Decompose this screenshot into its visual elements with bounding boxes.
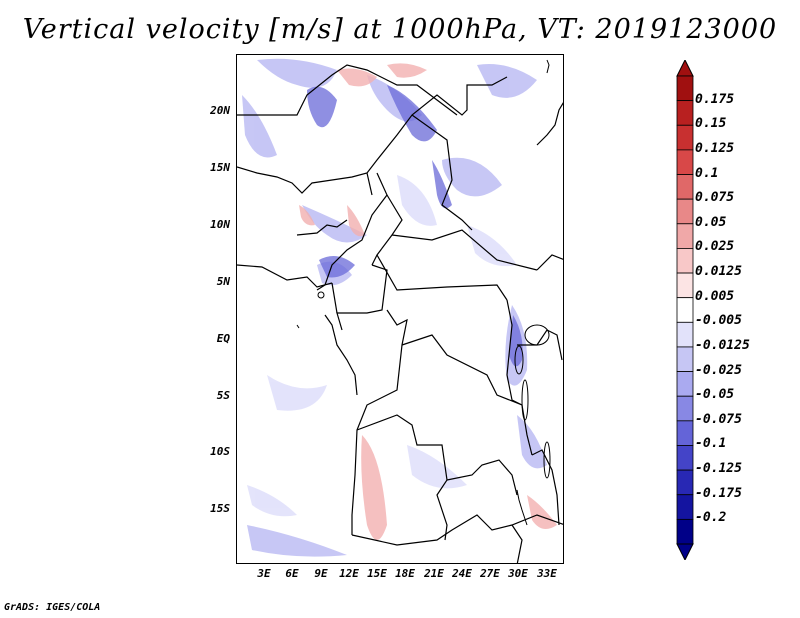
lon-label-6e: 6E (285, 567, 299, 580)
colorbar-swatch (676, 395, 694, 422)
colorbar-swatch (676, 420, 694, 446)
grads-credit: GrADS: IGES/COLA (4, 602, 101, 613)
lat-label-10s: 10S (210, 445, 230, 458)
colorbar-tick-label: -0.075 (695, 411, 742, 427)
lat-label-5s: 5S (216, 389, 230, 402)
colorbar-swatch (676, 223, 694, 249)
vertical-velocity-field (242, 58, 557, 557)
colorbar-swatch (676, 272, 694, 299)
lat-label-10n: 10N (210, 218, 230, 231)
lon-label-15e: 15E (367, 567, 387, 580)
colorbar-swatch (676, 445, 694, 471)
lon-label-9e: 9E (314, 567, 328, 580)
colorbar-tick-label: -0.005 (695, 313, 742, 329)
colorbar-swatch (676, 124, 694, 151)
lat-label-eq: EQ (216, 332, 230, 345)
lon-label-24e: 24E (452, 567, 472, 580)
colorbar-tick-label: 0.125 (695, 140, 735, 156)
colorbar-tick-label: 0.175 (695, 91, 735, 107)
colorbar (676, 60, 694, 560)
lon-label-33e: 33E (537, 567, 557, 580)
lakes-and-islands (296, 59, 551, 526)
colorbar-tick-label: -0.1 (695, 436, 727, 452)
colorbar-swatch (676, 371, 694, 397)
colorbar-tick-label: 0.1 (695, 165, 719, 181)
colorbar-tick-label: 0.0125 (695, 264, 742, 280)
colorbar-tick-label: 0.05 (695, 214, 727, 230)
colorbar-swatch (676, 198, 694, 225)
lon-label-18e: 18E (395, 567, 415, 580)
colorbar-swatch (676, 75, 694, 102)
colorbar-swatch (676, 494, 694, 520)
lat-label-5n: 5N (216, 275, 230, 288)
colorbar-tick-label: 0.005 (695, 288, 735, 304)
lat-label-20n: 20N (210, 104, 230, 117)
colorbar-tick-label: 0.075 (695, 190, 735, 206)
lat-label-15n: 15N (210, 161, 230, 174)
lon-label-3e: 3E (257, 567, 271, 580)
colorbar-swatch (676, 518, 694, 545)
colorbar-tick-label: 0.025 (695, 239, 735, 255)
lon-label-30e: 30E (508, 567, 528, 580)
lat-label-15s: 15S (210, 502, 230, 515)
lon-label-12e: 12E (339, 567, 359, 580)
lon-label-21e: 21E (424, 567, 444, 580)
lon-label-27e: 27E (480, 567, 500, 580)
colorbar-swatch (676, 321, 694, 348)
colorbar-arrow-bottom (676, 543, 694, 560)
colorbar-tick-label: 0.15 (695, 116, 727, 132)
colorbar-tick-label: -0.025 (695, 362, 742, 378)
chart-title: Vertical velocity [m/s] at 1000hPa, VT: … (22, 14, 778, 45)
colorbar-swatch (676, 346, 694, 372)
colorbar-swatch (676, 469, 694, 496)
colorbar-tick-label: -0.05 (695, 387, 735, 403)
colorbar-swatch (676, 100, 694, 126)
map-panel (236, 54, 564, 564)
colorbar-tick-label: -0.2 (695, 510, 727, 526)
colorbar-swatch (676, 248, 694, 274)
colorbar-tick-label: -0.0125 (695, 337, 750, 353)
colorbar-swatch (676, 297, 694, 323)
colorbar-legend: 0.175 0.15 0.125 0.1 0.075 0.05 0.025 0.0125 0.0… (675, 60, 785, 560)
colorbar-tick-label: -0.125 (695, 461, 742, 477)
map-svg (237, 58, 563, 563)
colorbar-swatch (676, 149, 694, 175)
colorbar-arrow-top (676, 60, 694, 77)
colorbar-swatch (676, 174, 694, 200)
colorbar-tick-label: -0.175 (695, 485, 742, 501)
